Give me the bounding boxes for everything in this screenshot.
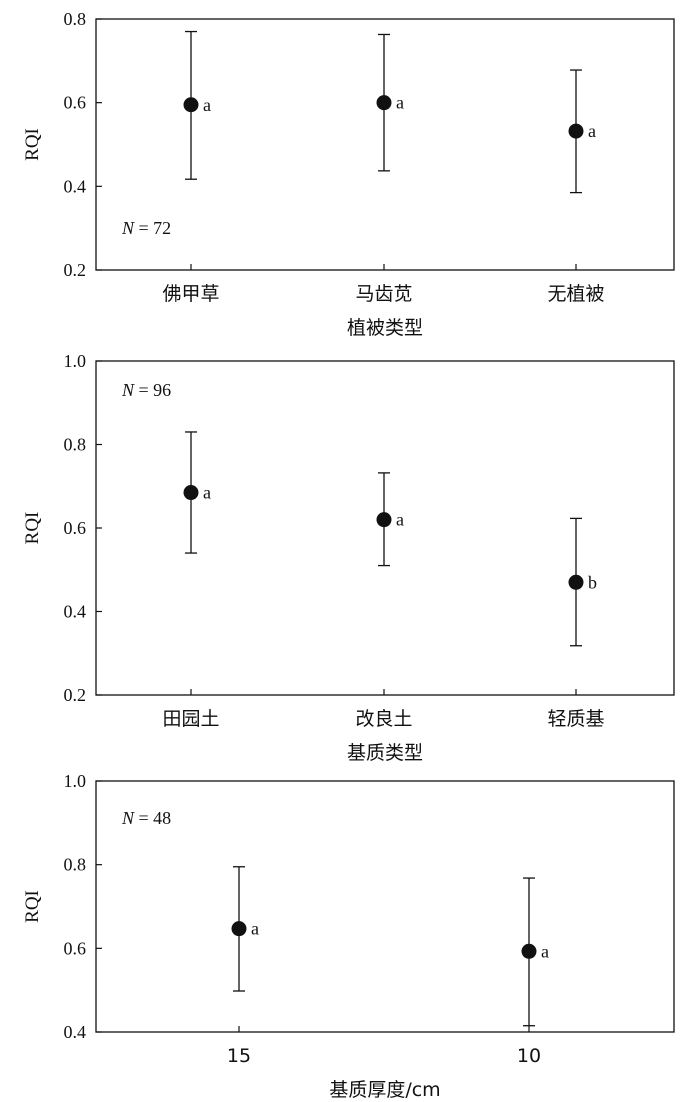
y-tick-label: 0.6: [64, 518, 87, 538]
data-point: [568, 574, 584, 590]
y-tick-label: 1.0: [64, 771, 87, 791]
y-tick-label: 0.4: [64, 602, 87, 622]
sample-size-symbol: N: [121, 808, 135, 828]
sample-size-value: = 96: [134, 380, 171, 400]
sample-size-symbol: N: [121, 380, 135, 400]
y-tick-label: 0.6: [64, 93, 87, 113]
sample-size-label: N = 72: [121, 218, 171, 238]
sample-size-value: = 72: [134, 218, 171, 238]
significance-letter: a: [396, 510, 404, 530]
x-axis-label: 基质厚度/cm: [329, 1079, 440, 1101]
significance-letter: a: [396, 93, 404, 113]
significance-letter: a: [588, 121, 596, 141]
y-tick-label: 0.8: [64, 855, 87, 875]
sample-size-symbol: N: [121, 218, 135, 238]
sample-size-label: N = 96: [121, 380, 171, 400]
significance-letter: b: [588, 572, 597, 592]
y-tick-label: 0.6: [64, 938, 87, 958]
plot-frame: [95, 780, 675, 1033]
chart-panel-1: 0.2 0.4 0.6 0.8 RQI 佛甲草 a 马齿苋 a 无植被 a 植被类型 N = 72: [22, 9, 675, 339]
plot-frame: [95, 18, 675, 271]
y-tick-label: 0.8: [64, 435, 87, 455]
x-axis-label: 植被类型: [347, 317, 423, 339]
significance-letter: a: [203, 95, 211, 115]
y-tick-label: 0.8: [64, 9, 87, 29]
data-point: [231, 921, 247, 937]
y-axis-label: RQI: [22, 128, 43, 161]
y-tick-label: 0.2: [64, 260, 87, 280]
x-tick-label: 轻质基: [547, 708, 604, 730]
significance-letter: a: [541, 941, 549, 961]
significance-letter: a: [203, 483, 211, 503]
data-point: [183, 97, 199, 113]
y-axis-label: RQI: [22, 890, 43, 923]
x-tick-label: 10: [517, 1045, 541, 1067]
x-tick-label: 田园土: [162, 708, 219, 730]
x-axis-label: 基质类型: [347, 742, 423, 764]
chart-panel-2: 0.2 0.4 0.6 0.8 1.0 RQI 田园土 a 改良土 a 轻质基 b 基质类型 N = 96: [22, 351, 675, 764]
data-point: [376, 512, 392, 528]
plot-frame: [95, 360, 675, 696]
sample-size-label: N = 48: [121, 808, 171, 828]
y-tick-label: 0.2: [64, 685, 87, 705]
y-axis-label: RQI: [22, 512, 43, 545]
x-tick-label: 马齿苋: [355, 283, 412, 305]
y-tick-label: 0.4: [64, 176, 87, 196]
data-point: [183, 485, 199, 501]
y-tick-label: 1.0: [64, 351, 87, 371]
x-tick-label: 改良土: [355, 708, 412, 730]
x-tick-label: 佛甲草: [162, 283, 219, 305]
chart-panel-3: 0.4 0.6 0.8 1.0 RQI 15 a 10 a 基质厚度/cm N = 48: [22, 771, 675, 1101]
significance-letter: a: [251, 919, 259, 939]
data-point: [376, 95, 392, 111]
data-point: [568, 123, 584, 139]
x-tick-label: 无植被: [547, 283, 604, 305]
y-tick-label: 0.4: [64, 1022, 87, 1042]
x-tick-label: 15: [227, 1045, 251, 1067]
data-point: [521, 943, 537, 959]
sample-size-value: = 48: [134, 808, 171, 828]
